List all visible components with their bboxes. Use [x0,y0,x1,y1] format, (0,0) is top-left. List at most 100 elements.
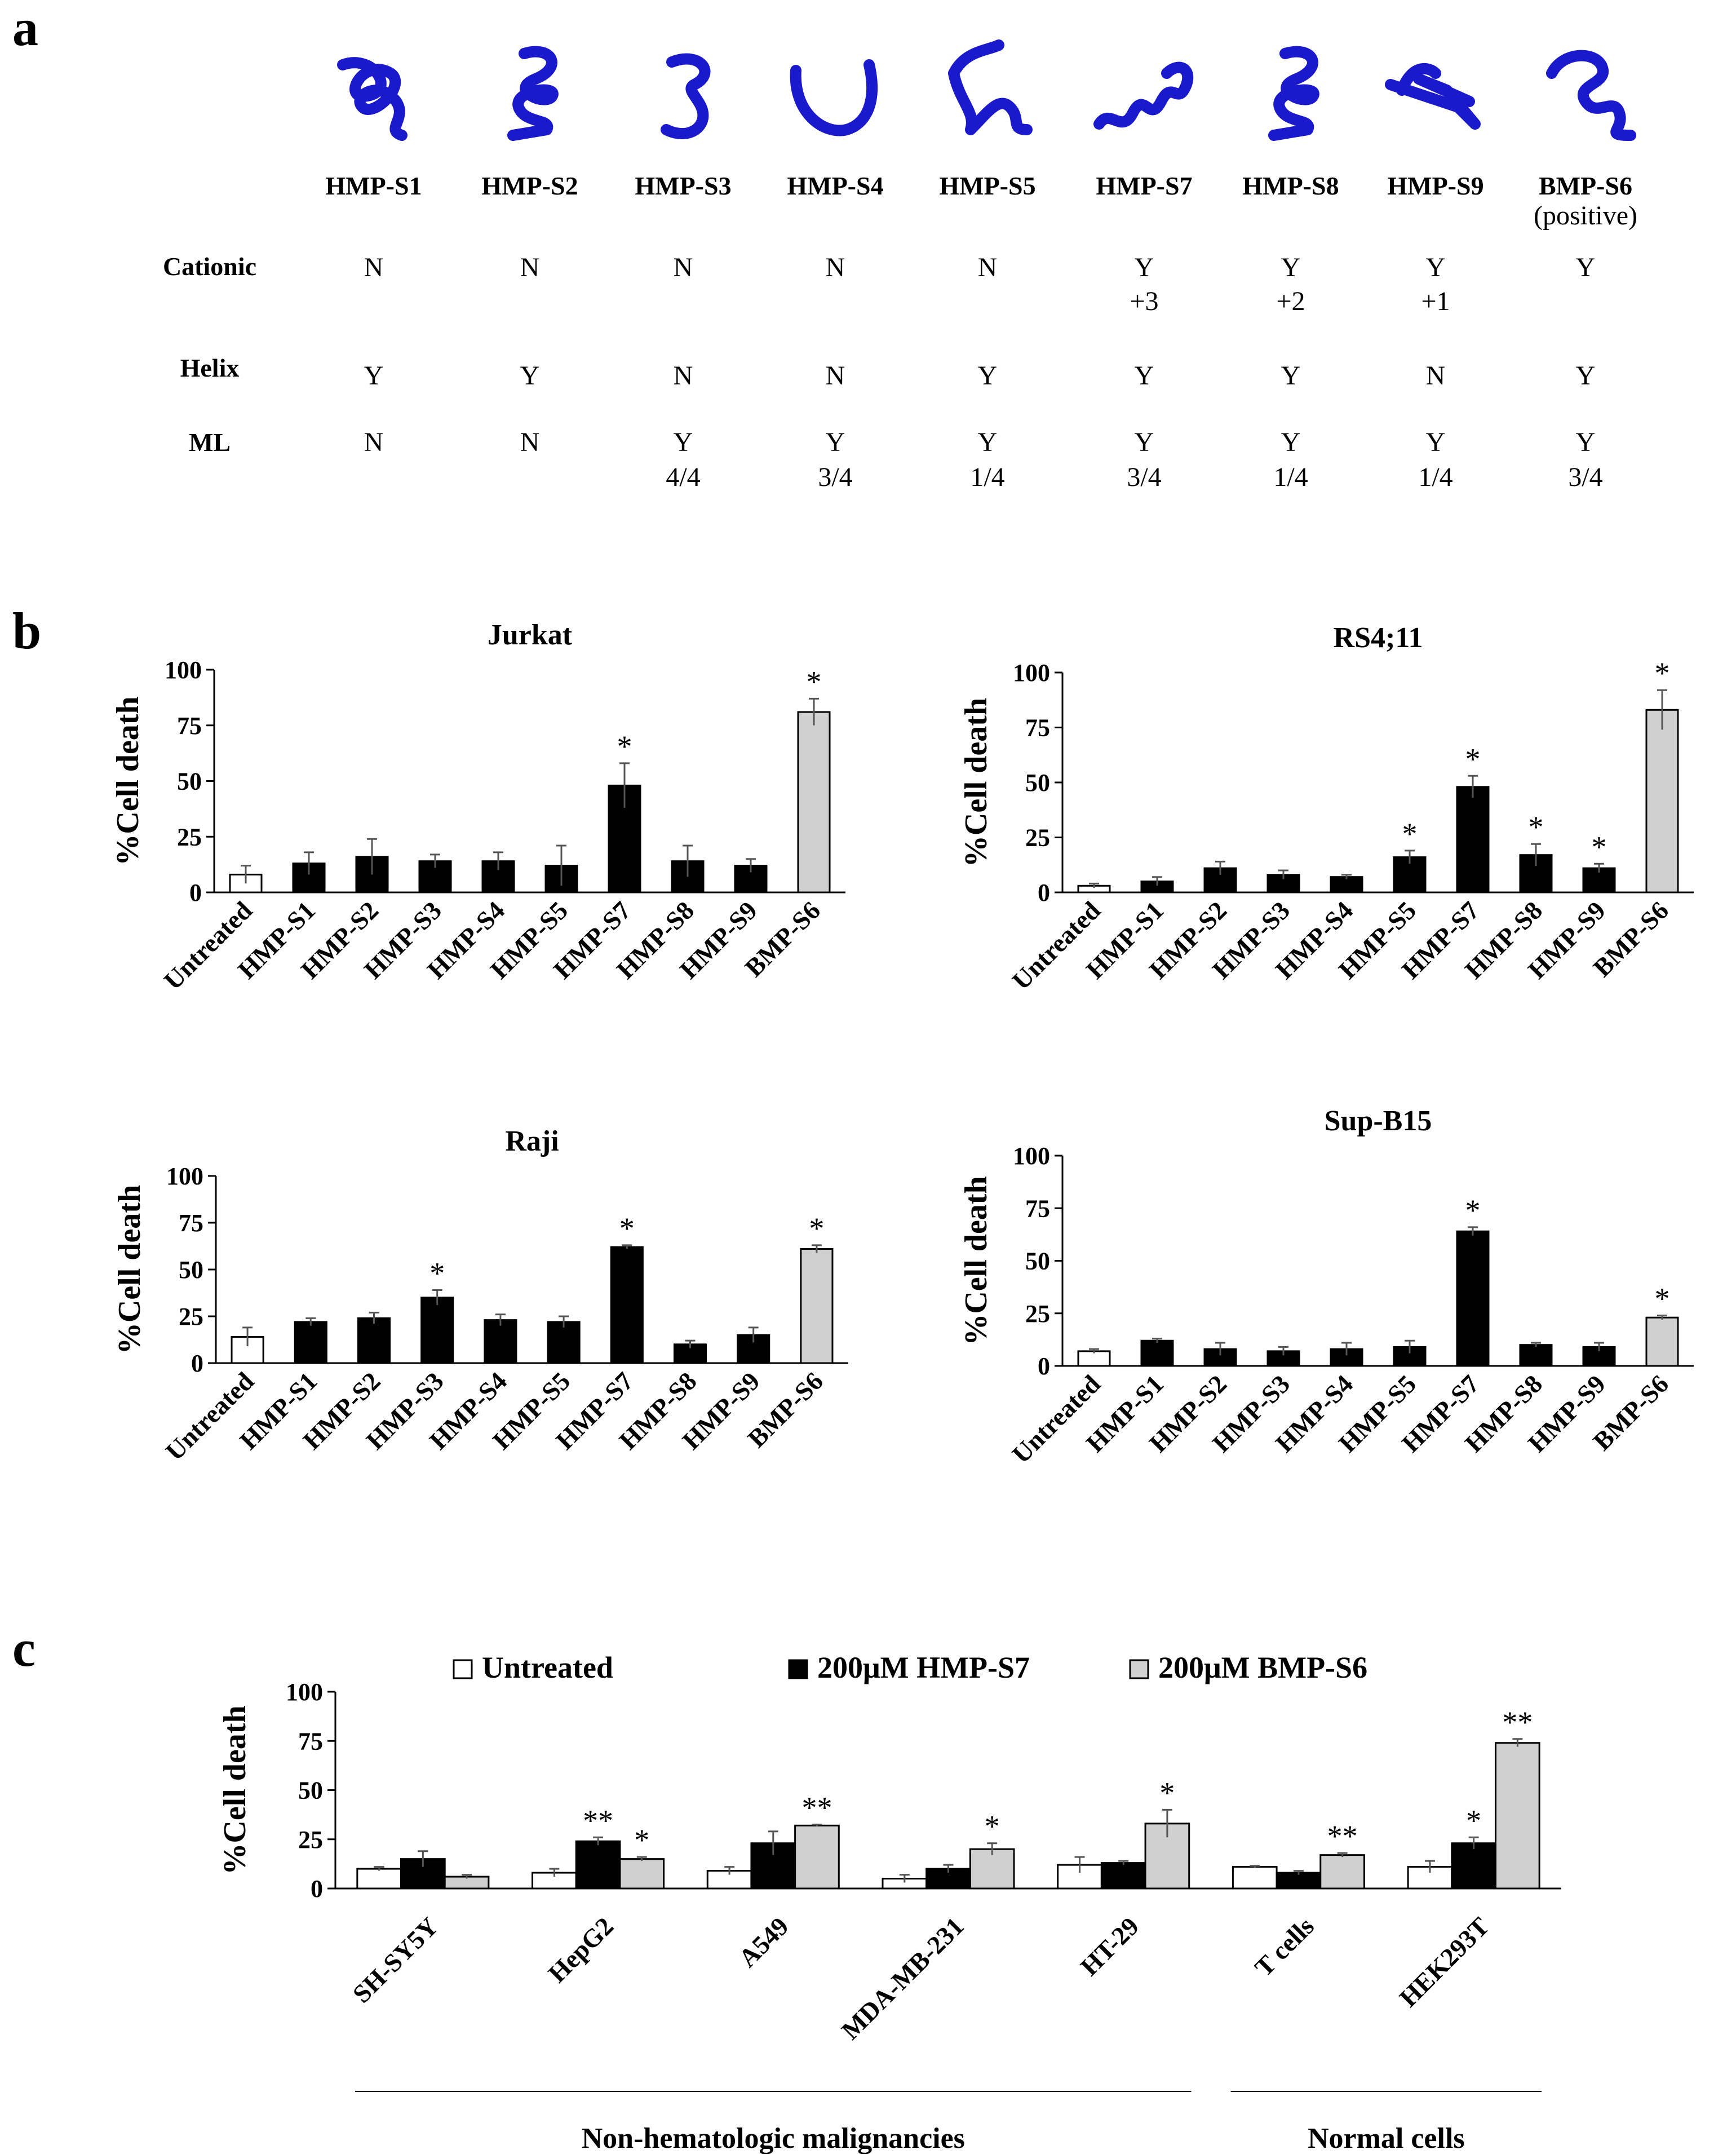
legend-swatch-1 [453,1659,473,1679]
col-header: HMP-S4 [787,171,883,200]
significance-marker: ** [1502,1705,1533,1739]
ml-value: Y [978,427,998,457]
y-tick-label: 25 [1025,824,1050,852]
chart-rs411: RS4;11%Cell death0255075100UntreatedHMP-… [959,622,1694,995]
significance-marker: * [1159,1776,1175,1810]
y-tick-label: 75 [298,1727,323,1755]
bar-untreated [1077,1350,1111,1367]
bar-hmp-s8 [1519,1344,1553,1367]
row-label-helix: Helix [180,353,240,382]
cationic-value: N [978,253,998,282]
y-tick-label: 100 [286,1678,323,1706]
protein-structure-8 [1385,63,1481,130]
legend-swatch-3 [1129,1659,1149,1679]
col-subheader: (positive) [1534,201,1637,231]
x-tick-label: T cells [1249,1912,1319,1982]
y-tick-label: 100 [1013,659,1050,687]
cationic-value: Y [1426,253,1446,282]
col-header: HMP-S3 [635,171,731,200]
panel-label-a: a [12,0,38,56]
helix-value: Y [978,361,998,391]
protein-structure-4 [790,59,878,136]
ml-value: 4/4 [666,462,700,492]
ml-value: 3/4 [818,462,852,492]
significance-marker: ** [1327,1819,1358,1853]
chart-title: Sup-B15 [1325,1105,1432,1137]
y-tick-label: 50 [1025,769,1050,797]
x-tick-label: A549 [733,1912,794,1972]
chart-title: Jurkat [488,619,573,651]
cationic-value: +1 [1421,286,1450,316]
bar-bmp-s6 [1645,709,1679,894]
significance-marker: ** [583,1803,613,1837]
bar-ht-29-s1 [1057,1864,1102,1890]
y-tick-label: 50 [179,1256,203,1284]
ml-value: N [520,427,540,457]
chart-jurkat: Jurkat%Cell death0255075100UntreatedHMP-… [110,619,845,995]
x-tick-label: Untreated [1007,1369,1106,1469]
y-tick-label: 0 [1038,879,1050,906]
legend-label-2: 200μM HMP-S7 [817,1651,1030,1684]
col-header: HMP-S8 [1242,171,1339,200]
bar-hmp-s5 [547,1321,581,1364]
significance-marker: * [634,1823,649,1857]
row-label-ml: ML [189,428,231,457]
significance-marker: * [429,1257,445,1290]
y-tick-label: 75 [177,712,202,740]
bar-a549-s3 [794,1824,840,1890]
significance-marker: * [617,729,632,763]
col-header: BMP-S6 [1539,171,1632,200]
y-tick-label: 50 [177,768,202,795]
significance-marker: * [1592,830,1607,864]
y-axis-label: %Cell death [112,1185,147,1354]
significance-marker: * [809,1211,824,1245]
significance-marker: * [1465,742,1481,776]
significance-marker: * [985,1810,1000,1843]
y-tick-label: 75 [1025,714,1050,742]
x-tick-label: HT-29 [1075,1912,1144,1981]
bar-t-cells-s1 [1232,1866,1278,1890]
panel-label-b: b [12,602,41,660]
significance-marker: * [1466,1803,1481,1837]
cationic-value: +3 [1130,286,1158,316]
ml-value: 3/4 [1568,462,1602,492]
protein-structure-6 [1093,61,1194,130]
y-tick-label: 0 [1038,1352,1050,1380]
y-tick-label: 0 [191,1350,203,1377]
bar-hmp-s3 [420,1297,454,1364]
helix-value: N [674,361,693,391]
significance-marker: * [1529,810,1544,844]
helix-value: Y [1135,361,1154,391]
protein-structure-1 [337,57,408,141]
y-tick-label: 100 [166,1162,203,1190]
y-axis-label: %Cell death [959,698,994,867]
cationic-value: Y [1576,253,1596,282]
chart-raji: Raji%Cell death0255075100UntreatedHMP-S1… [112,1125,848,1466]
chart-title: RS4;11 [1334,622,1423,654]
bar-hepg2-s2 [575,1840,621,1890]
group-label: Normal cells [1308,2122,1465,2154]
ml-value: 1/4 [1273,462,1308,492]
bar-hmp-s7 [1456,1230,1490,1367]
group-label: Non-hematologic malignancies [582,2122,965,2154]
panel-a-table: Cationic Helix ML HMP-S1 N Y N HMP-S2 N Y N HMP-S3 N… [163,39,1637,492]
chart-solid-tumors: Untreated 200μM HMP-S7 200μM BMP-S6 %Cell d… [218,1651,1561,2154]
cationic-value: Y [1281,253,1301,282]
helix-value: Y [1281,361,1301,391]
cationic-value: N [826,253,845,282]
bar-t-cells-s2 [1276,1872,1322,1890]
protein-structure-7 [1268,46,1319,141]
cationic-value: N [674,253,693,282]
panel-label-c: c [12,1620,36,1677]
bar-hmp-s7 [610,1246,644,1364]
significance-marker: * [1655,1281,1670,1315]
cationic-value: +2 [1276,286,1305,316]
bar-bmp-s6 [797,711,831,894]
x-tick-label: Untreated [1007,896,1106,996]
bar-hmp-s2 [357,1317,391,1364]
ml-value: 1/4 [1418,462,1452,492]
x-tick-label: Untreated [160,1366,260,1466]
x-tick-label: HepG2 [543,1912,619,1988]
protein-structure-2 [507,46,559,141]
